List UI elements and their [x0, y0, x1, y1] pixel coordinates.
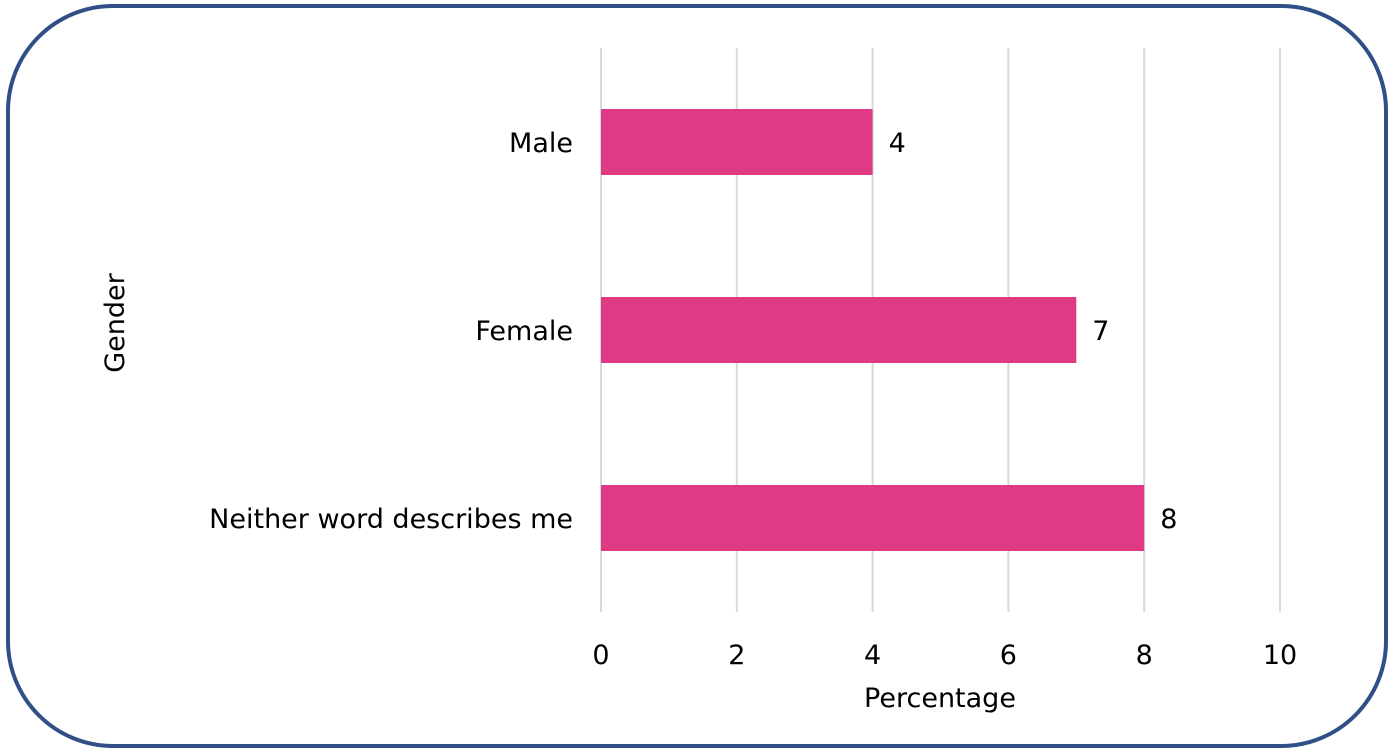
x-tick-label: 4 [864, 640, 881, 671]
data-labels: 4 7 8 [889, 128, 1178, 535]
chart-border [6, 4, 1388, 748]
x-tick-label: 6 [1000, 640, 1017, 671]
x-tick-labels: 0 2 4 6 8 10 [592, 640, 1297, 671]
x-tick-label: 10 [1263, 640, 1297, 671]
bars [601, 109, 1145, 551]
bar [601, 109, 873, 175]
bar [601, 485, 1145, 551]
x-tick-label: 0 [592, 640, 609, 671]
y-axis-title: Gender [100, 272, 131, 372]
x-tick-label: 2 [728, 640, 745, 671]
bar [601, 297, 1077, 363]
data-label: 8 [1160, 504, 1177, 535]
x-axis-title: Percentage [864, 683, 1016, 714]
category-labels: Male Female Neither word describes me [209, 128, 573, 535]
category-label: Neither word describes me [209, 504, 573, 535]
category-label: Female [475, 316, 573, 347]
data-label: 4 [889, 128, 906, 159]
x-tick-label: 8 [1136, 640, 1153, 671]
data-label: 7 [1092, 316, 1109, 347]
category-label: Male [509, 128, 573, 159]
